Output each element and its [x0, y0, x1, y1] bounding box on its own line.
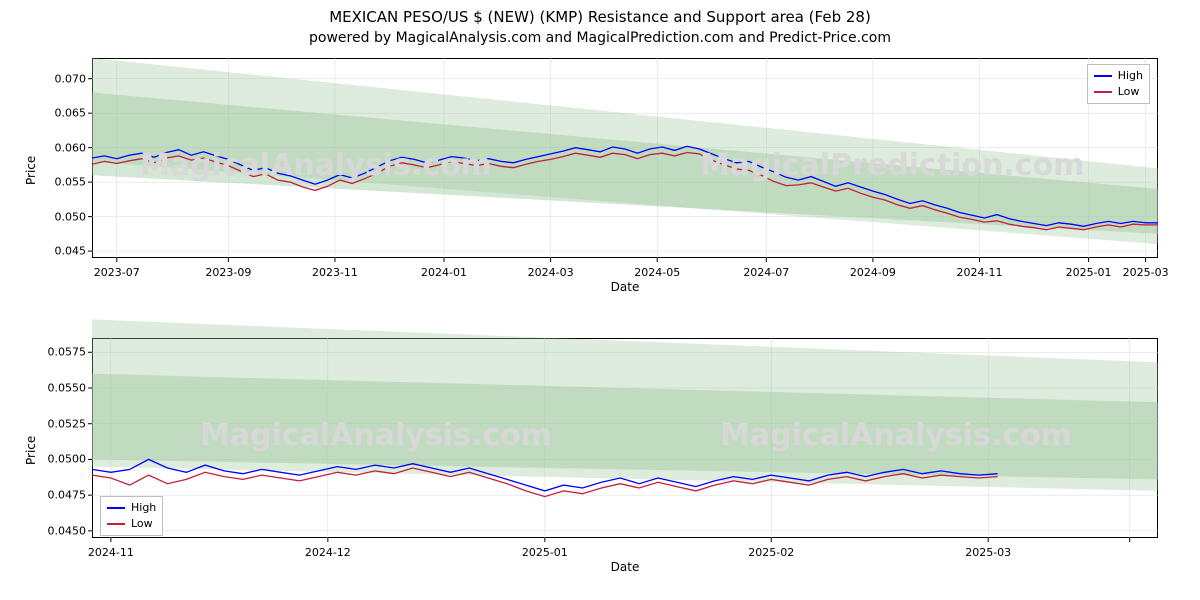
- xtick-label: 2023-07: [94, 266, 140, 279]
- chart-svg-top: [92, 58, 1158, 258]
- xtick-label: 2024-12: [305, 546, 351, 559]
- xtick-label: 2024-05: [634, 266, 680, 279]
- xtick-label: 2024-09: [850, 266, 896, 279]
- chart-subtitle: powered by MagicalAnalysis.com and Magic…: [0, 30, 1200, 46]
- xtick-label: 2023-11: [312, 266, 358, 279]
- x-axis-label: Date: [92, 560, 1158, 574]
- xtick-label: 2023-09: [205, 266, 251, 279]
- xtick-label: 2025-01: [1066, 266, 1112, 279]
- ytick-label: 0.050: [42, 210, 86, 223]
- ytick-label: 0.0575: [42, 346, 86, 359]
- chart-panel-top: [92, 58, 1158, 258]
- xtick-label: 2025-03: [1123, 266, 1169, 279]
- chart-title: MEXICAN PESO/US $ (NEW) (KMP) Resistance…: [0, 8, 1200, 26]
- legend-swatch: [1094, 91, 1112, 93]
- ytick-label: 0.060: [42, 141, 86, 154]
- y-axis-label: Price: [24, 436, 38, 465]
- legend-top: HighLow: [1087, 64, 1150, 104]
- y-axis-label: Price: [24, 156, 38, 185]
- ytick-label: 0.0550: [42, 382, 86, 395]
- x-axis-label: Date: [92, 280, 1158, 294]
- legend-label: High: [131, 500, 156, 516]
- figure: MEXICAN PESO/US $ (NEW) (KMP) Resistance…: [0, 0, 1200, 600]
- xtick-label: 2025-01: [522, 546, 568, 559]
- legend-item: High: [107, 500, 156, 516]
- ytick-label: 0.0525: [42, 417, 86, 430]
- xtick-label: 2024-01: [421, 266, 467, 279]
- legend-swatch: [107, 507, 125, 509]
- legend-bottom: HighLow: [100, 496, 163, 536]
- legend-swatch: [107, 523, 125, 525]
- ytick-label: 0.0500: [42, 453, 86, 466]
- ytick-label: 0.045: [42, 245, 86, 258]
- legend-label: High: [1118, 68, 1143, 84]
- xtick-label: 2024-11: [957, 266, 1003, 279]
- chart-panel-bottom: [92, 338, 1158, 538]
- legend-swatch: [1094, 75, 1112, 77]
- xtick-label: 2025-03: [965, 546, 1011, 559]
- xtick-label: 2024-03: [528, 266, 574, 279]
- xtick-label: 2025-02: [748, 546, 794, 559]
- legend-label: Low: [131, 516, 153, 532]
- xtick-label: 2024-07: [743, 266, 789, 279]
- legend-item: Low: [1094, 84, 1143, 100]
- xtick-label: 2024-11: [88, 546, 134, 559]
- ytick-label: 0.065: [42, 107, 86, 120]
- ytick-label: 0.0450: [42, 524, 86, 537]
- legend-item: High: [1094, 68, 1143, 84]
- ytick-label: 0.055: [42, 176, 86, 189]
- chart-svg-bottom: [92, 338, 1158, 538]
- legend-item: Low: [107, 516, 156, 532]
- legend-label: Low: [1118, 84, 1140, 100]
- ytick-label: 0.0475: [42, 489, 86, 502]
- ytick-label: 0.070: [42, 72, 86, 85]
